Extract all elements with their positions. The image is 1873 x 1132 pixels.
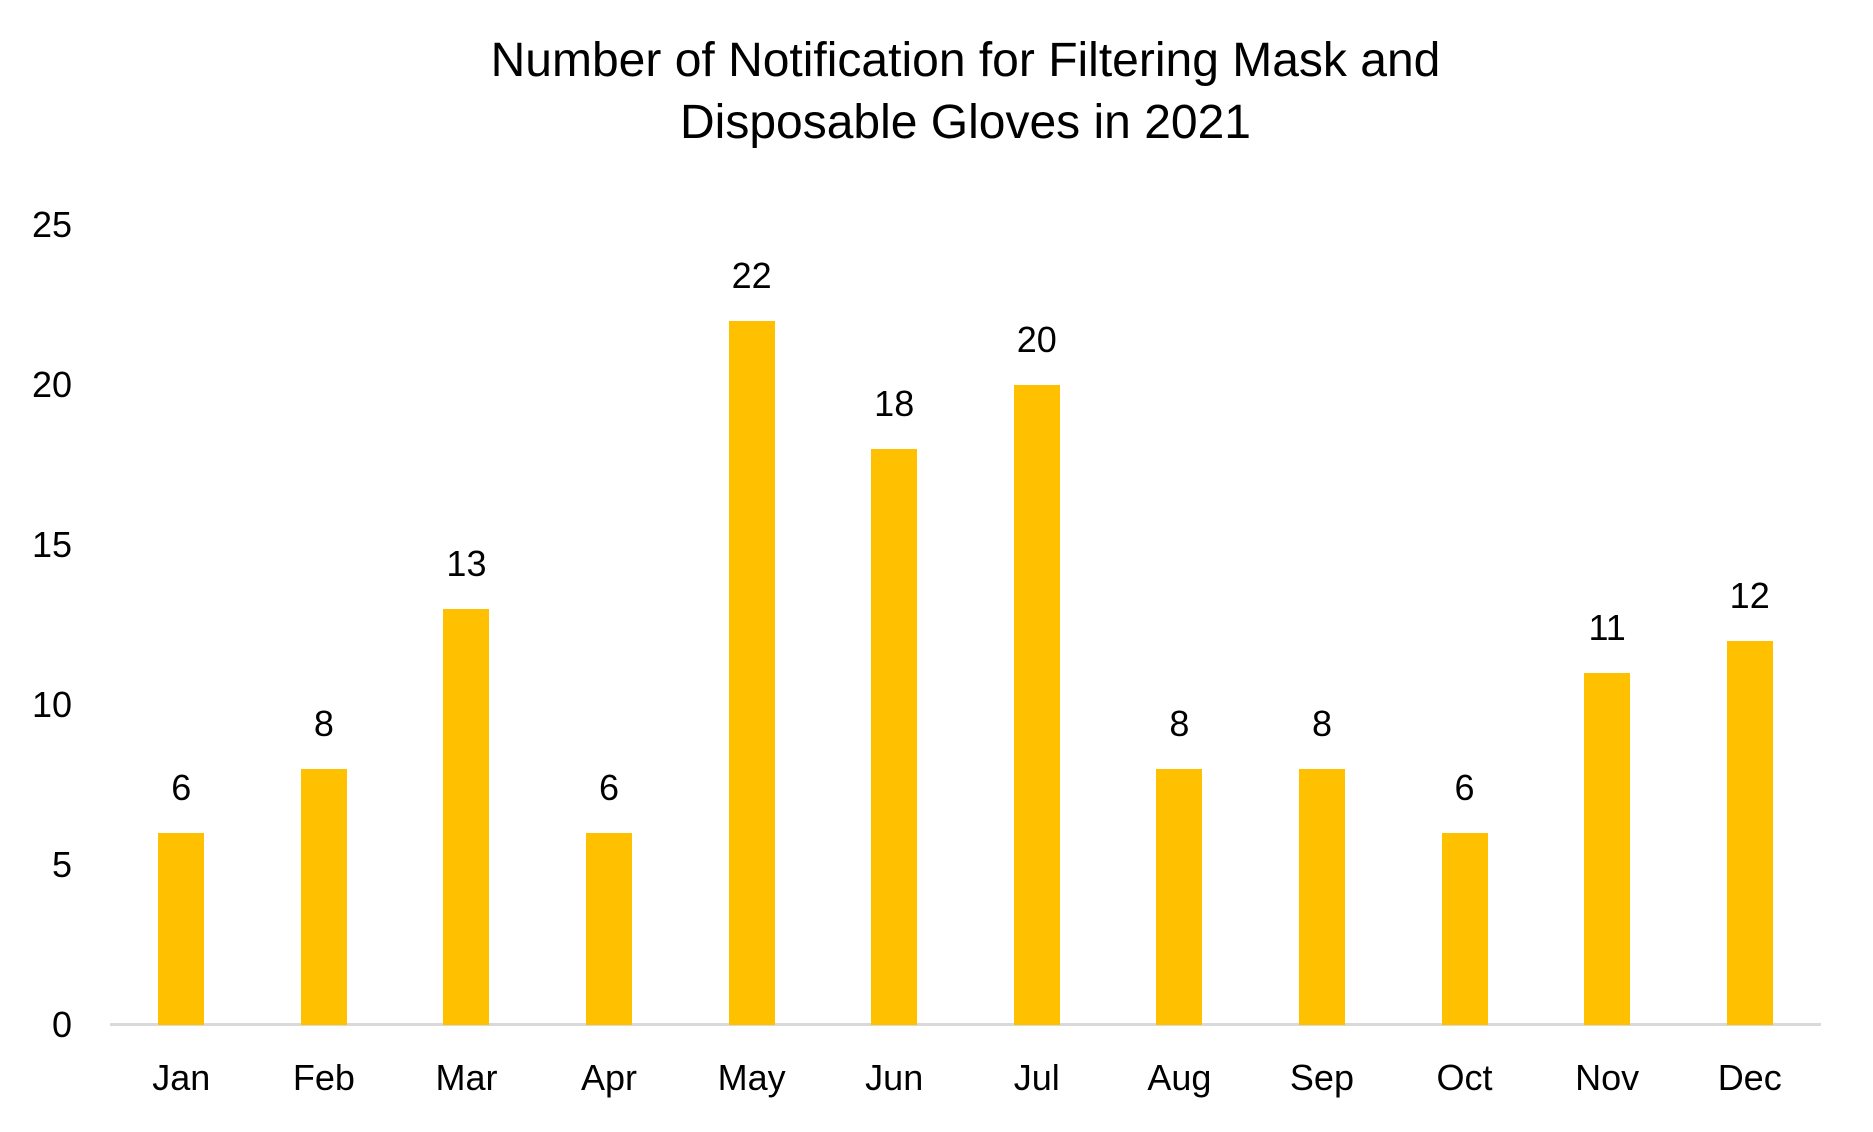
bar-dec (1726, 641, 1773, 1025)
x-tick-label-jun: Jun (865, 1057, 924, 1098)
y-tick-label-0: 0 (51, 1004, 72, 1045)
bar-feb (300, 769, 347, 1025)
x-tick-label-mar: Mar (435, 1057, 498, 1098)
bar-may (728, 321, 775, 1025)
bar-value-label-may: 22 (731, 255, 772, 296)
x-tick-label-feb: Feb (292, 1057, 355, 1098)
bar-oct (1441, 833, 1488, 1025)
x-tick-label-dec: Dec (1717, 1057, 1782, 1098)
x-tick-label-oct: Oct (1436, 1057, 1493, 1098)
x-tick-label-aug: Aug (1147, 1057, 1212, 1098)
x-tick-label-apr: Apr (581, 1057, 638, 1098)
bar-value-label-apr: 6 (599, 767, 620, 808)
y-tick-label-10: 10 (31, 684, 72, 725)
bar-value-label-mar: 13 (446, 543, 487, 584)
y-tick-label-5: 5 (51, 844, 72, 885)
bar-mar (443, 609, 490, 1025)
bar-jun (871, 449, 918, 1025)
bar-value-label-dec: 12 (1729, 575, 1770, 616)
bar-sep (1298, 769, 1345, 1025)
chart-title: Number of Notification for Filtering Mas… (490, 34, 1441, 149)
x-tick-label-sep: Sep (1289, 1057, 1354, 1098)
y-tick-label-25: 25 (31, 204, 72, 245)
y-tick-label-20: 20 (31, 364, 72, 405)
bar-apr (586, 833, 633, 1025)
bar-value-label-jul: 20 (1016, 319, 1057, 360)
bar-value-label-sep: 8 (1311, 703, 1332, 744)
bar-jul (1013, 385, 1060, 1025)
x-tick-label-jan: Jan (152, 1057, 211, 1098)
bar-aug (1156, 769, 1203, 1025)
bar-value-label-oct: 6 (1454, 767, 1475, 808)
bar-value-label-aug: 8 (1169, 703, 1190, 744)
x-axis-line (110, 1023, 1821, 1026)
bar-value-label-nov: 11 (1588, 607, 1626, 648)
bar-nov (1584, 673, 1631, 1025)
bar-jan (158, 833, 205, 1025)
bar-value-label-jan: 6 (171, 767, 192, 808)
x-tick-label-may: May (717, 1057, 786, 1098)
y-tick-label-15: 15 (31, 524, 72, 565)
bar-value-label-jun: 18 (874, 383, 915, 424)
bar-value-label-feb: 8 (313, 703, 334, 744)
x-tick-label-jul: Jul (1013, 1057, 1060, 1098)
x-tick-label-nov: Nov (1575, 1057, 1640, 1098)
